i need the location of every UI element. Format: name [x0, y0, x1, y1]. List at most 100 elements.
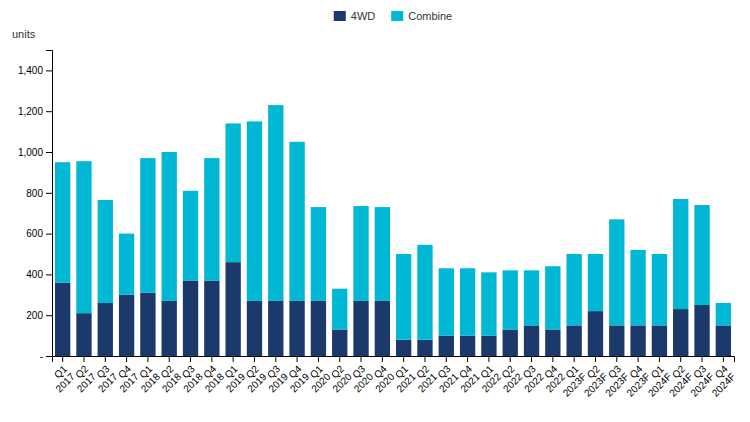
bar [609, 325, 624, 356]
tick-label: 1,200 [18, 106, 43, 117]
tick-mark [531, 356, 532, 362]
bar [162, 152, 177, 301]
bar [247, 121, 262, 301]
tick-mark [361, 356, 362, 362]
x-tick: Q22020 [323, 356, 355, 394]
tick-label: Q42021 [451, 363, 483, 395]
tick-mark [318, 356, 319, 362]
y-axis-title: units [12, 28, 36, 40]
bar [140, 158, 155, 293]
bar [204, 281, 219, 356]
tick-mark [723, 356, 724, 362]
tick-label-line: 2024F [710, 371, 738, 399]
bar [375, 207, 390, 301]
tick-mark [147, 356, 148, 362]
tick-mark [105, 356, 106, 362]
bar [396, 254, 411, 340]
tick-mark [46, 315, 52, 316]
bar [588, 311, 603, 356]
bar [460, 268, 475, 335]
tick-mark [595, 356, 596, 362]
bar-series [55, 105, 731, 340]
plot-area: -2004006008001,0001,2001,400Q12017Q22017… [18, 51, 738, 399]
bar [225, 262, 240, 356]
tick-label: Q22019 [237, 363, 269, 395]
y-tick: 1,200 [18, 106, 52, 117]
tick-label: Q12017 [46, 363, 78, 395]
tick-mark [659, 356, 660, 362]
tick-label: Q32019 [259, 363, 291, 395]
bar [55, 283, 70, 356]
x-tick: Q32018 [173, 356, 205, 394]
tick-mark [488, 356, 489, 362]
x-tick: Q12021 [387, 356, 419, 394]
bar [98, 200, 113, 303]
tick-label: Q22021 [408, 363, 440, 395]
bar [98, 303, 113, 356]
bar [652, 254, 667, 325]
bar [716, 325, 731, 356]
bar [289, 301, 304, 356]
legend-item: 4WD [334, 10, 376, 22]
y-tick: 200 [26, 310, 52, 321]
chart: -2004006008001,0001,2001,400Q12017Q22017… [0, 0, 750, 422]
y-tick: 1,400 [18, 65, 52, 76]
bar [481, 272, 496, 335]
x-tick: Q42018 [195, 356, 227, 394]
bar [524, 325, 539, 356]
bar [76, 161, 91, 313]
bar [545, 329, 560, 356]
bar [268, 105, 283, 301]
bar [162, 301, 177, 356]
x-tick: Q22021 [408, 356, 440, 394]
legend-item: Combine [391, 10, 452, 22]
legend-label: 4WD [351, 10, 376, 22]
tick-mark [46, 70, 52, 71]
tick-label: 1,400 [18, 65, 43, 76]
bar [268, 301, 283, 356]
bar [396, 340, 411, 356]
bar [375, 301, 390, 356]
tick-label: 600 [26, 228, 43, 239]
tick-label: 400 [26, 269, 43, 280]
tick-label: Q32022 [514, 363, 546, 395]
tick-mark [702, 356, 703, 362]
tick-mark [680, 356, 681, 362]
tick-mark [638, 356, 639, 362]
x-tick: Q12017 [46, 356, 78, 394]
tick-mark [46, 193, 52, 194]
bar [694, 205, 709, 305]
x-tick: Q32019 [259, 356, 291, 394]
tick-mark [403, 356, 404, 362]
bar [566, 254, 581, 325]
tick-mark [616, 356, 617, 362]
tick-label: Q42017 [110, 363, 142, 395]
bar-series [55, 262, 731, 356]
bar [566, 325, 581, 356]
bar [311, 207, 326, 301]
bar [503, 329, 518, 356]
tick-label: Q32017 [88, 363, 120, 395]
tick-mark [46, 111, 52, 112]
tick-mark [510, 356, 511, 362]
bar [630, 250, 645, 325]
tick-mark [46, 234, 52, 235]
x-tick: Q42017 [110, 356, 142, 394]
tick-label: Q22018 [152, 363, 184, 395]
tick-mark [211, 356, 212, 362]
legend-swatch [391, 11, 403, 21]
bar [439, 268, 454, 335]
x-tick: Q42020 [365, 356, 397, 394]
bar [417, 245, 432, 340]
bar [545, 266, 560, 329]
tick-label: Q32018 [173, 363, 205, 395]
tick-mark [190, 356, 191, 362]
legend-swatch [334, 11, 346, 21]
bar [204, 158, 219, 280]
tick-label: 800 [26, 188, 43, 199]
tick-mark [83, 356, 84, 362]
tick-label: Q12022 [472, 363, 504, 395]
tick-label: Q42020 [365, 363, 397, 395]
y-axis: -2004006008001,0001,2001,400 [18, 51, 53, 362]
tick-label: Q22022 [493, 363, 525, 395]
